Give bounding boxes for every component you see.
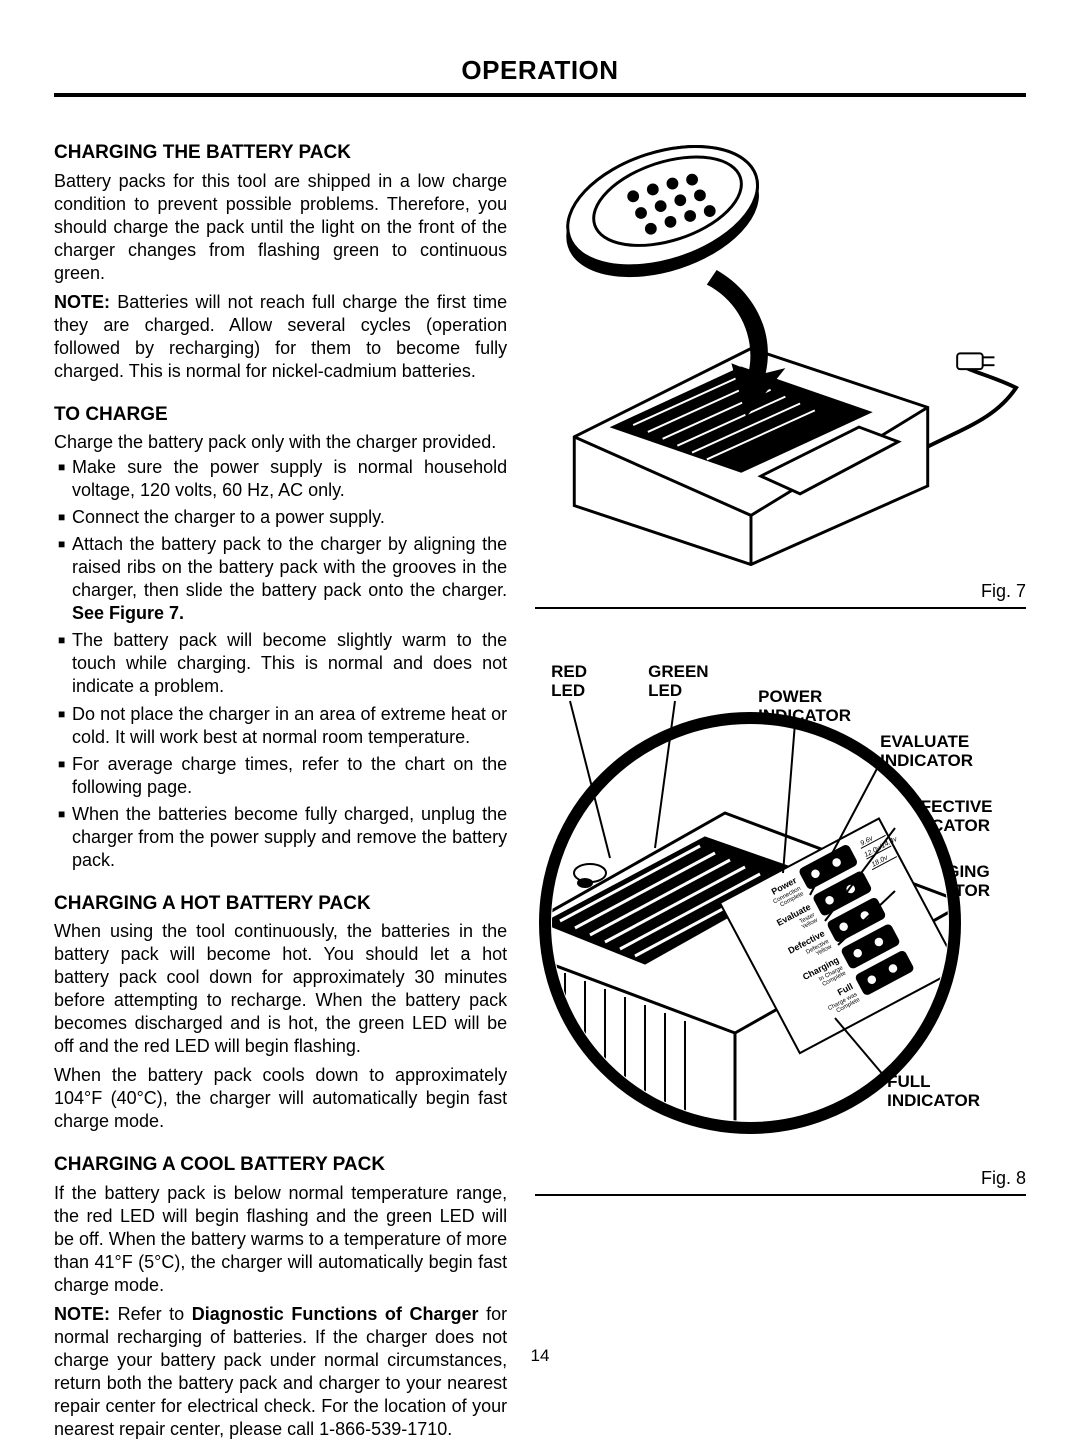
note-2: NOTE: Refer to Diagnostic Functions of C… [54, 1303, 507, 1441]
bullet-item: ■The battery pack will become slightly w… [58, 629, 507, 698]
bullet-item: ■Attach the battery pack to the charger … [58, 533, 507, 625]
para-intro: Battery packs for this tool are shipped … [54, 170, 507, 285]
bullet-item: ■When the batteries become fully charged… [58, 803, 507, 872]
figure-7 [535, 121, 1026, 576]
heading-cold: CHARGING A COOL BATTERY PACK [54, 1153, 507, 1177]
section-title: OPERATION [54, 54, 1026, 87]
para-hot-2: When the battery pack cools down to appr… [54, 1064, 507, 1133]
note-1: NOTE: Batteries will not reach full char… [54, 291, 507, 383]
fig-divider-2 [535, 1194, 1026, 1196]
para-cold: If the battery pack is below normal temp… [54, 1182, 507, 1297]
fig-divider-1 [535, 607, 1026, 609]
left-column: CHARGING THE BATTERY PACK Battery packs … [54, 121, 507, 1447]
bullet-list: ■Make sure the power supply is normal ho… [58, 456, 507, 872]
bullet-item: ■Do not place the charger in an area of … [58, 703, 507, 749]
para-hot-1: When using the tool continuously, the ba… [54, 920, 507, 1058]
page-number: 14 [0, 1345, 1080, 1367]
right-column: Fig. 7 REDLED GREENLED POWERINDICATOR EV… [535, 121, 1026, 1447]
fig7-caption: Fig. 7 [535, 580, 1026, 603]
figure-8: REDLED GREENLED POWERINDICATOR EVALUATEI… [535, 623, 1026, 1196]
heading-charging: CHARGING THE BATTERY PACK [54, 141, 507, 165]
bullet-item: ■Connect the charger to a power supply. [58, 506, 507, 529]
bullet-item: ■Make sure the power supply is normal ho… [58, 456, 507, 502]
heading-tocharge: TO CHARGE [54, 403, 507, 427]
bullet-item: ■For average charge times, refer to the … [58, 753, 507, 799]
title-rule [54, 93, 1026, 97]
heading-hot: CHARGING A HOT BATTERY PACK [54, 892, 507, 916]
fig8-caption: Fig. 8 [535, 1167, 1026, 1190]
tocharge-lead: Charge the battery pack only with the ch… [54, 431, 507, 454]
